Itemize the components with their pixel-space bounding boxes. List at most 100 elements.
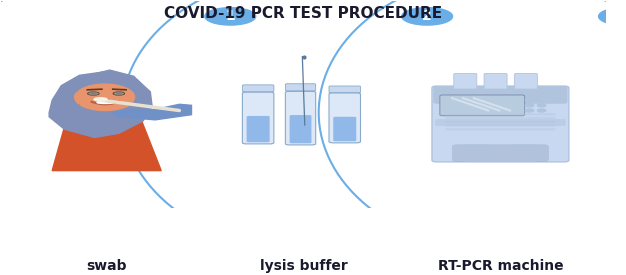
Circle shape bbox=[510, 23, 558, 40]
Circle shape bbox=[563, 31, 570, 33]
Circle shape bbox=[525, 109, 534, 112]
Circle shape bbox=[586, 106, 590, 107]
Circle shape bbox=[61, 183, 66, 185]
Circle shape bbox=[528, 61, 600, 86]
FancyBboxPatch shape bbox=[512, 148, 537, 150]
Circle shape bbox=[569, 120, 573, 121]
Circle shape bbox=[41, 186, 46, 188]
Circle shape bbox=[76, 25, 81, 27]
Circle shape bbox=[508, 23, 513, 25]
FancyBboxPatch shape bbox=[445, 128, 555, 130]
Circle shape bbox=[554, 23, 560, 25]
Circle shape bbox=[0, 90, 61, 119]
FancyBboxPatch shape bbox=[290, 115, 311, 143]
Circle shape bbox=[612, 166, 618, 167]
Circle shape bbox=[71, 103, 81, 106]
Circle shape bbox=[525, 104, 534, 107]
Circle shape bbox=[603, 120, 608, 121]
FancyBboxPatch shape bbox=[484, 73, 507, 93]
Polygon shape bbox=[443, 145, 558, 161]
Polygon shape bbox=[113, 104, 192, 120]
Ellipse shape bbox=[113, 92, 125, 95]
Circle shape bbox=[560, 55, 568, 58]
Text: RT-PCR machine: RT-PCR machine bbox=[438, 259, 563, 273]
Circle shape bbox=[531, 42, 536, 44]
FancyBboxPatch shape bbox=[333, 117, 356, 141]
Circle shape bbox=[59, 23, 63, 24]
Ellipse shape bbox=[88, 92, 98, 95]
Circle shape bbox=[54, 116, 64, 120]
Circle shape bbox=[602, 174, 608, 175]
Circle shape bbox=[560, 89, 568, 92]
Circle shape bbox=[594, 84, 603, 87]
FancyBboxPatch shape bbox=[242, 92, 274, 144]
Ellipse shape bbox=[114, 92, 124, 95]
Circle shape bbox=[511, 72, 520, 75]
Circle shape bbox=[537, 99, 546, 101]
Circle shape bbox=[569, 108, 573, 109]
Circle shape bbox=[84, 31, 88, 32]
Circle shape bbox=[556, 174, 562, 175]
Ellipse shape bbox=[94, 98, 107, 101]
Circle shape bbox=[508, 39, 513, 41]
Polygon shape bbox=[75, 70, 145, 108]
Ellipse shape bbox=[88, 92, 99, 95]
Circle shape bbox=[205, 8, 255, 25]
Circle shape bbox=[61, 169, 66, 171]
Circle shape bbox=[525, 60, 534, 63]
FancyBboxPatch shape bbox=[445, 113, 555, 116]
Text: 1: 1 bbox=[225, 9, 235, 23]
Circle shape bbox=[610, 114, 615, 116]
FancyBboxPatch shape bbox=[445, 121, 555, 123]
FancyBboxPatch shape bbox=[454, 73, 477, 93]
FancyBboxPatch shape bbox=[463, 148, 489, 150]
Circle shape bbox=[531, 20, 536, 21]
Ellipse shape bbox=[319, 0, 626, 250]
Circle shape bbox=[20, 183, 26, 185]
Circle shape bbox=[558, 158, 607, 175]
Ellipse shape bbox=[74, 84, 135, 111]
FancyBboxPatch shape bbox=[440, 95, 525, 116]
FancyBboxPatch shape bbox=[285, 84, 316, 91]
Circle shape bbox=[43, 26, 80, 38]
Circle shape bbox=[12, 176, 17, 178]
Circle shape bbox=[402, 8, 453, 25]
FancyBboxPatch shape bbox=[515, 73, 537, 93]
Circle shape bbox=[41, 166, 46, 168]
Circle shape bbox=[546, 166, 552, 167]
Circle shape bbox=[556, 158, 562, 160]
FancyBboxPatch shape bbox=[484, 89, 507, 93]
Circle shape bbox=[59, 39, 63, 41]
Circle shape bbox=[525, 99, 534, 101]
FancyBboxPatch shape bbox=[454, 89, 477, 93]
FancyBboxPatch shape bbox=[329, 93, 361, 143]
Circle shape bbox=[498, 31, 504, 33]
Circle shape bbox=[42, 25, 46, 27]
Text: 3: 3 bbox=[619, 9, 626, 23]
FancyBboxPatch shape bbox=[432, 86, 569, 162]
FancyBboxPatch shape bbox=[434, 87, 567, 103]
Circle shape bbox=[20, 169, 26, 171]
Text: lysis buffer: lysis buffer bbox=[260, 259, 347, 273]
Polygon shape bbox=[52, 117, 162, 170]
Circle shape bbox=[594, 60, 603, 63]
Circle shape bbox=[608, 72, 617, 75]
Circle shape bbox=[14, 122, 24, 126]
Circle shape bbox=[586, 122, 590, 124]
FancyBboxPatch shape bbox=[242, 85, 274, 92]
FancyBboxPatch shape bbox=[93, 109, 121, 124]
Circle shape bbox=[579, 177, 585, 179]
Circle shape bbox=[537, 109, 546, 112]
Circle shape bbox=[14, 83, 24, 86]
FancyBboxPatch shape bbox=[285, 91, 316, 145]
Ellipse shape bbox=[101, 99, 108, 100]
FancyBboxPatch shape bbox=[329, 86, 361, 93]
Circle shape bbox=[69, 176, 74, 178]
Circle shape bbox=[554, 39, 560, 41]
Circle shape bbox=[579, 154, 585, 156]
Text: 2: 2 bbox=[423, 9, 432, 23]
Ellipse shape bbox=[75, 84, 135, 110]
FancyBboxPatch shape bbox=[445, 117, 555, 119]
Text: swab: swab bbox=[86, 259, 127, 273]
Circle shape bbox=[602, 158, 608, 160]
